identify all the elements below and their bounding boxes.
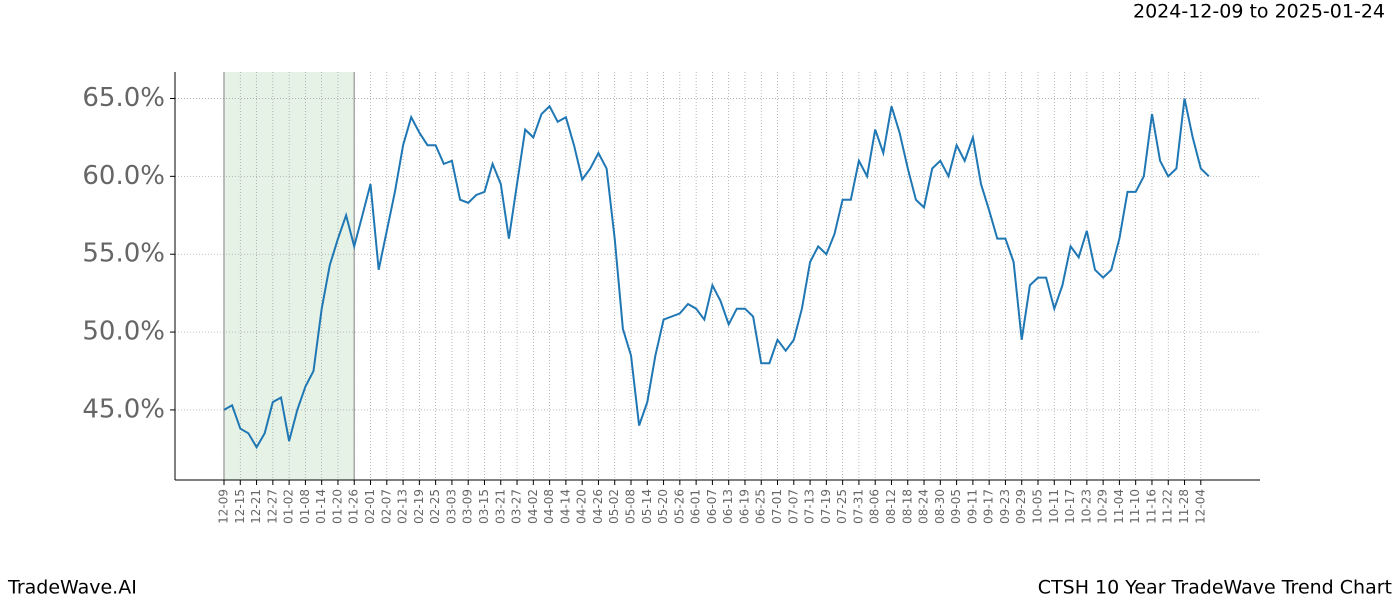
brand: TradeWave.AI (7, 577, 137, 599)
x-tick-label: 06-07 (705, 489, 719, 524)
x-tick-label: 07-01 (770, 489, 784, 524)
x-tick-label: 12-09 (217, 489, 231, 524)
x-tick-label: 11-22 (1161, 489, 1175, 524)
x-tick-label: 12-27 (265, 489, 279, 524)
x-tick-label: 01-20 (330, 489, 344, 524)
x-tick-label: 02-25 (428, 489, 442, 524)
x-tick-label: 06-19 (737, 489, 751, 524)
x-tick-label: 03-09 (461, 489, 475, 524)
x-tick-label: 04-08 (542, 489, 556, 524)
x-tick-label: 03-21 (493, 489, 507, 524)
x-tick-label: 12-21 (249, 489, 263, 524)
y-tick-label: 45.0% (82, 394, 165, 424)
x-tick-label: 05-14 (640, 489, 654, 524)
x-tick-label: 06-13 (721, 489, 735, 524)
x-tick-label: 08-30 (933, 489, 947, 524)
y-tick-label: 50.0% (82, 317, 165, 347)
x-tick-label: 10-29 (1096, 489, 1110, 524)
chart-name: CTSH 10 Year TradeWave Trend Chart (1038, 577, 1392, 599)
date-range: 2024-12-09 to 2025-01-24 (1133, 1, 1385, 23)
x-tick-label: 05-08 (624, 489, 638, 524)
x-tick-label: 09-05 (949, 489, 963, 524)
x-tick-label: 03-15 (477, 489, 491, 524)
x-tick-label: 02-07 (379, 489, 393, 524)
x-tick-label: 08-18 (900, 489, 914, 524)
x-tick-label: 08-06 (868, 489, 882, 524)
x-tick-label: 04-26 (591, 489, 605, 524)
x-tick-label: 01-26 (347, 489, 361, 524)
price-line (223, 98, 1210, 450)
x-tick-label: 09-29 (1014, 489, 1028, 524)
x-tick-label: 07-13 (803, 489, 817, 524)
x-tick-label: 11-04 (1112, 489, 1126, 524)
x-tick-label: 05-02 (607, 489, 621, 524)
y-tick-label: 55.0% (82, 239, 165, 269)
x-tick-label: 03-03 (444, 489, 458, 524)
x-tick-label: 04-14 (558, 489, 572, 524)
x-tick-label: 06-01 (689, 489, 703, 524)
x-tick-label: 09-23 (998, 489, 1012, 524)
x-tick-label: 06-25 (754, 489, 768, 524)
x-tick-label: 01-02 (282, 489, 296, 524)
x-tick-label: 02-19 (412, 489, 426, 524)
x-tick-label: 08-24 (917, 489, 931, 524)
x-tick-label: 12-15 (233, 489, 247, 524)
x-tick-label: 10-11 (1047, 489, 1061, 524)
x-tick-label: 02-01 (363, 489, 377, 524)
x-tick-label: 08-12 (884, 489, 898, 524)
x-tick-label: 04-02 (526, 489, 540, 524)
x-tick-label: 10-17 (1063, 489, 1077, 524)
y-tick-label: 65.0% (82, 83, 165, 113)
x-tick-label: 02-13 (396, 489, 410, 524)
x-tick-label: 07-25 (835, 489, 849, 524)
x-tick-label: 07-31 (851, 489, 865, 524)
x-tick-label: 07-19 (819, 489, 833, 524)
y-tick-label: 60.0% (82, 161, 165, 191)
x-tick-label: 03-27 (510, 489, 524, 524)
x-tick-label: 01-08 (298, 489, 312, 524)
x-tick-label: 07-07 (786, 489, 800, 524)
x-tick-label: 11-16 (1144, 489, 1158, 524)
x-tick-label: 05-26 (672, 489, 686, 524)
x-tick-label: 11-28 (1177, 489, 1191, 524)
x-tick-label: 12-04 (1193, 489, 1207, 524)
x-tick-label: 01-14 (314, 489, 328, 524)
x-tick-label: 10-05 (1031, 489, 1045, 524)
x-tick-label: 04-20 (575, 489, 589, 524)
x-tick-label: 09-11 (965, 489, 979, 524)
x-tick-label: 11-10 (1128, 489, 1142, 524)
x-tick-label: 10-23 (1079, 489, 1093, 524)
x-tick-label: 09-17 (982, 489, 996, 524)
x-tick-label: 05-20 (656, 489, 670, 524)
